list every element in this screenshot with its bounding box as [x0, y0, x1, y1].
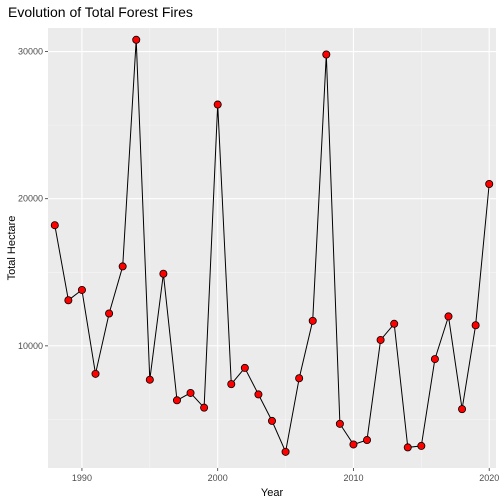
data-point — [118, 262, 127, 271]
y-tick-label: 10000 — [18, 341, 43, 351]
data-point — [390, 319, 399, 328]
x-axis-ticks: 1990 2000 2010 2020 — [72, 468, 499, 483]
data-point — [444, 312, 453, 321]
data-points — [50, 35, 494, 456]
data-point — [403, 443, 412, 452]
data-point — [91, 369, 100, 378]
data-point — [376, 335, 385, 344]
data-point — [363, 436, 372, 445]
data-point — [458, 405, 467, 414]
x-tick-label: 2010 — [343, 473, 363, 483]
data-point — [308, 316, 317, 325]
data-point — [64, 296, 73, 305]
data-point — [159, 269, 168, 278]
data-point — [200, 403, 209, 412]
data-point — [430, 355, 439, 364]
data-point — [50, 221, 59, 230]
data-point — [417, 441, 426, 450]
y-axis-ticks: 10000 20000 30000 — [18, 47, 48, 351]
x-tick-label: 1990 — [72, 473, 92, 483]
data-point — [254, 390, 263, 399]
data-point — [471, 321, 480, 330]
data-point — [485, 179, 494, 188]
y-tick-label: 20000 — [18, 194, 43, 204]
x-axis-title: Year — [261, 487, 284, 499]
chart-title: Evolution of Total Forest Fires — [8, 4, 193, 20]
x-tick-label: 2000 — [208, 473, 228, 483]
data-point — [295, 374, 304, 383]
data-point — [145, 375, 154, 384]
plot-panel — [48, 28, 496, 468]
data-point — [105, 309, 114, 318]
data-point — [132, 35, 141, 44]
major-grid — [48, 28, 496, 468]
y-axis-title: Total Hectare — [6, 216, 18, 281]
data-point — [281, 447, 290, 456]
data-point — [349, 440, 358, 449]
data-point — [213, 100, 222, 109]
data-point — [186, 388, 195, 397]
data-point — [267, 416, 276, 425]
data-point — [227, 380, 236, 389]
data-point — [335, 419, 344, 428]
x-tick-label: 2020 — [479, 473, 499, 483]
data-point — [240, 363, 249, 372]
y-tick-label: 30000 — [18, 47, 43, 57]
data-point — [322, 50, 331, 59]
data-point — [77, 285, 86, 294]
data-point — [172, 396, 181, 405]
